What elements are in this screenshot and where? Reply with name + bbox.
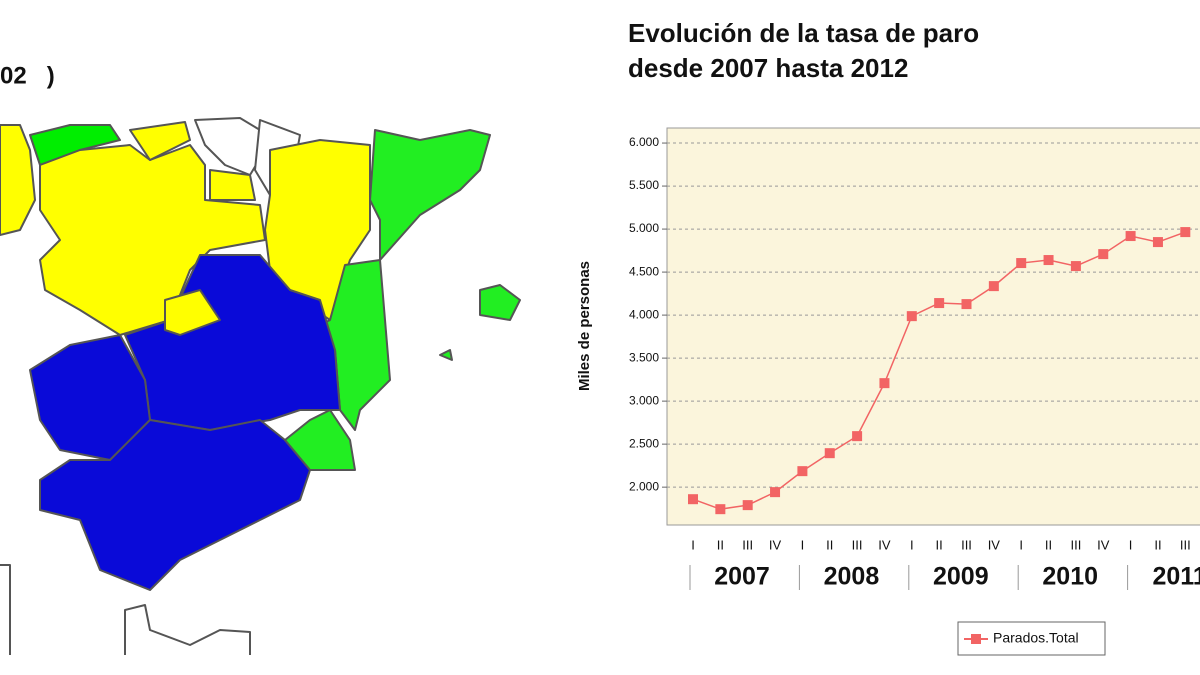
region <box>284 409 356 471</box>
data-point <box>961 299 972 310</box>
data-point <box>1070 261 1081 272</box>
y-tick-label: 4.000 <box>629 307 659 321</box>
plot-area <box>666 127 1200 526</box>
inset-frame <box>124 604 251 655</box>
inset-frame <box>0 564 11 655</box>
x-tick-label: I <box>801 537 805 552</box>
x-tick-label: I <box>910 537 914 552</box>
x-tick-label: II <box>1045 537 1052 552</box>
legend-label: Parados.Total <box>993 630 1079 646</box>
data-point <box>1043 255 1054 266</box>
x-tick-label: IV <box>878 537 891 552</box>
x-tick-label: I <box>691 537 695 552</box>
y-tick-label: 6.000 <box>629 135 659 149</box>
region <box>479 284 521 321</box>
y-tick-label: 5.500 <box>629 178 659 192</box>
data-point <box>988 281 999 292</box>
year-label: 2008 <box>824 563 880 591</box>
data-point <box>1098 249 1109 260</box>
data-point <box>1180 227 1191 238</box>
region <box>369 129 491 261</box>
data-point <box>1016 258 1027 269</box>
chart-title: desde 2007 hasta 2012 <box>628 53 908 83</box>
map: 02 ) <box>0 62 521 655</box>
data-point <box>824 448 835 459</box>
data-point <box>879 378 890 389</box>
x-tick-label: III <box>852 537 863 552</box>
y-tick-label: 2.000 <box>629 479 659 493</box>
region <box>209 169 256 201</box>
y-tick-label: 2.500 <box>629 436 659 450</box>
data-point <box>715 504 726 515</box>
year-label: 2010 <box>1042 563 1098 591</box>
x-tick-label: III <box>1070 537 1081 552</box>
x-tick-label: I <box>1129 537 1133 552</box>
y-tick-label: 4.500 <box>629 264 659 278</box>
y-tick-label: 5.000 <box>629 221 659 235</box>
region <box>439 349 453 361</box>
data-point <box>1125 231 1136 242</box>
x-tick-label: II <box>717 537 724 552</box>
data-point <box>934 298 945 309</box>
x-tick-label: II <box>1154 537 1161 552</box>
legend-swatch <box>971 634 981 644</box>
chart-title: Evolución de la tasa de paro <box>628 18 979 48</box>
year-label: 2009 <box>933 563 989 591</box>
data-point <box>688 494 698 505</box>
data-point <box>770 487 781 498</box>
data-point <box>852 431 863 442</box>
x-tick-label: IV <box>988 537 1001 552</box>
data-point <box>797 466 808 477</box>
data-point <box>906 311 917 322</box>
map-title: 02 ) <box>0 62 55 89</box>
y-tick-label: 3.500 <box>629 350 659 364</box>
x-tick-label: II <box>936 537 943 552</box>
year-label: 2011 <box>1153 563 1200 591</box>
line-chart: Evolución de la tasa de paro desde 2007 … <box>576 18 1200 656</box>
region <box>164 289 221 336</box>
x-tick-label: III <box>742 537 753 552</box>
region <box>129 121 191 161</box>
data-point <box>742 500 753 511</box>
data-point <box>1152 237 1163 248</box>
y-tick-label: 3.000 <box>629 393 659 407</box>
x-tick-label: II <box>826 537 833 552</box>
x-tick-label: IV <box>1097 537 1110 552</box>
region <box>39 419 311 591</box>
x-tick-label: III <box>961 537 972 552</box>
year-label: 2007 <box>714 563 770 591</box>
x-tick-label: IV <box>769 537 782 552</box>
region <box>0 124 36 236</box>
y-axis-label: Miles de personas <box>576 261 593 391</box>
x-tick-label: III <box>1180 537 1191 552</box>
x-tick-label: I <box>1019 537 1023 552</box>
